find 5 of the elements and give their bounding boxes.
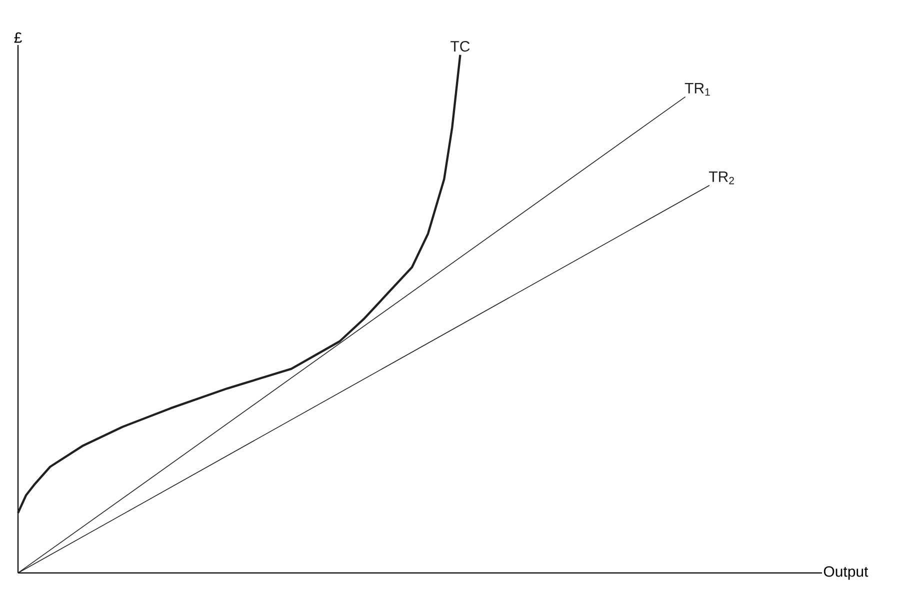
x-axis-title: Output (824, 566, 868, 580)
series-label: TC (450, 41, 470, 52)
y-axis-title: £ (14, 32, 22, 43)
series-label: TR$_{2}$ (708, 172, 734, 184)
series-label: TR$_{1}$ (684, 83, 710, 96)
